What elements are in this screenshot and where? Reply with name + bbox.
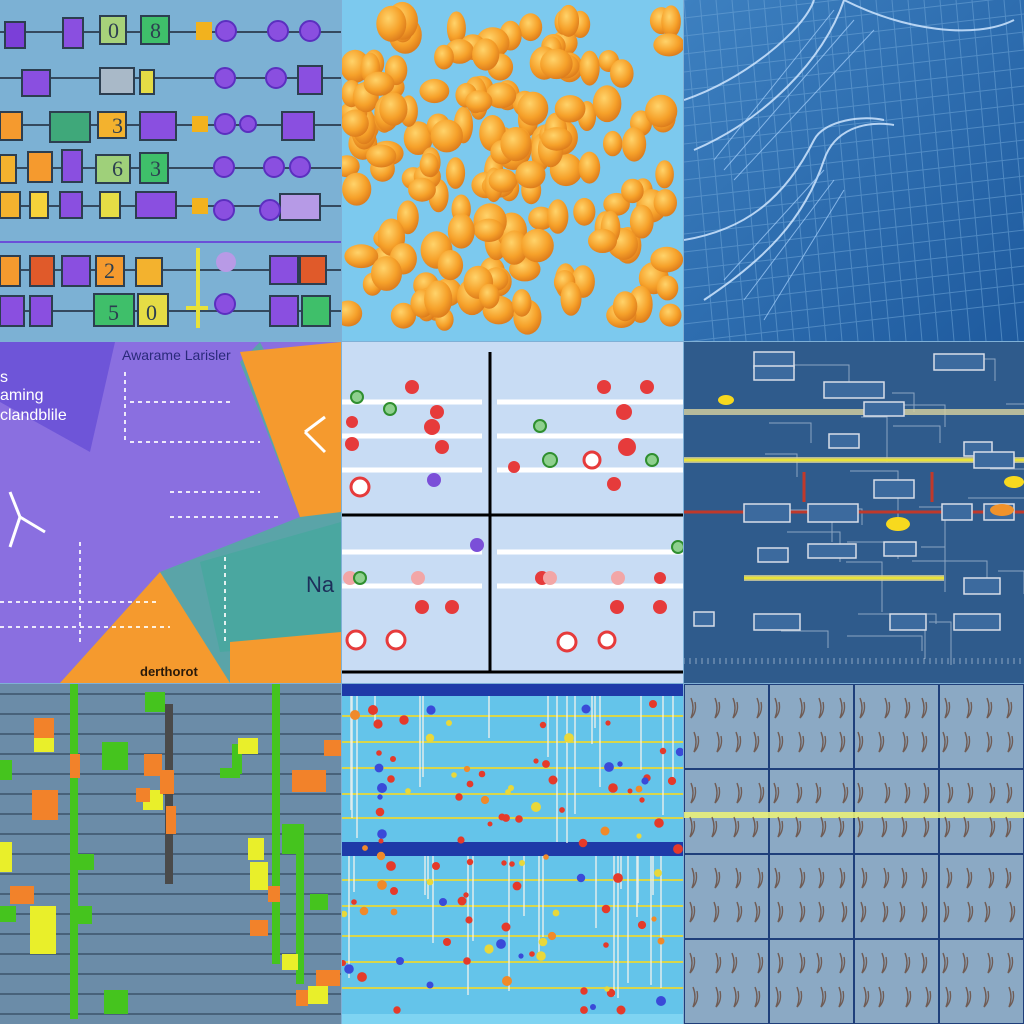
tile-signal-panels [342, 684, 683, 1024]
diagram-text-3: clandblile [0, 407, 67, 424]
diagram-text-right: Na [306, 572, 335, 597]
svg-text:3: 3 [150, 156, 161, 181]
svg-text:3: 3 [112, 113, 123, 138]
diagram-text-2: aming [0, 387, 44, 404]
svg-text:8: 8 [150, 18, 161, 43]
diagram-text-bottom: derthorot [140, 664, 198, 679]
tile-flowchart [684, 342, 1024, 683]
svg-text:6: 6 [112, 156, 123, 181]
tile-orange-particles [342, 0, 683, 341]
tile-colored-blocks: 0 8 3 6 3 2 5 0 [0, 0, 341, 341]
signal-graphic [342, 684, 683, 1024]
svg-text:5: 5 [108, 300, 119, 325]
grid-graphic [0, 684, 341, 1024]
tile-glyph-grid [684, 684, 1024, 1024]
tile-geometric-diagram: Awarame Larisler s aming clandblile Na d… [0, 342, 341, 683]
svg-text:0: 0 [146, 300, 157, 325]
glyph-grid-graphic [684, 684, 1024, 1024]
wireframe-graphic [684, 0, 1024, 341]
dot-panels-graphic [342, 342, 683, 683]
diagram-text-1: s [0, 369, 8, 386]
tile-blue-wireframe [684, 0, 1024, 341]
diagram-title: Awarame Larisler [122, 347, 231, 363]
svg-text:0: 0 [108, 18, 119, 43]
blocks-graphic: 0 8 3 6 3 2 5 0 [0, 15, 341, 328]
svg-text:2: 2 [104, 258, 115, 283]
geometric-graphic: Awarame Larisler s aming clandblile Na d… [0, 342, 341, 683]
tile-dot-panels [342, 342, 683, 683]
tile-colored-grid [0, 684, 341, 1024]
flowchart-graphic [684, 342, 1024, 683]
particles-graphic [342, 1, 683, 335]
